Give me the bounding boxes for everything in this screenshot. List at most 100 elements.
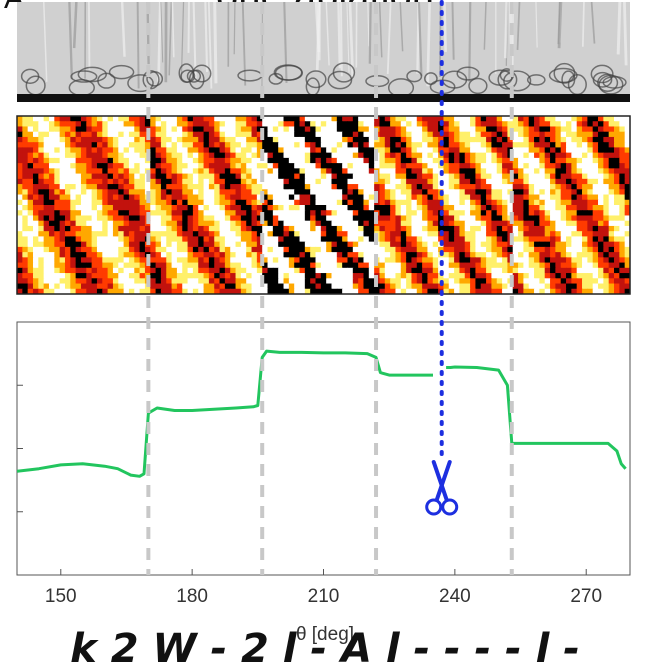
heatmap-cell: [454, 147, 460, 153]
heatmap-cell: [70, 168, 76, 174]
heatmap-cell: [182, 132, 188, 138]
heatmap-cell: [49, 278, 55, 284]
heatmap-cell: [491, 163, 497, 169]
heatmap-cell: [161, 116, 167, 122]
heatmap-cell: [134, 174, 140, 180]
heatmap-cell: [284, 116, 290, 122]
heatmap-cell: [22, 247, 28, 253]
heatmap-cell: [593, 132, 599, 138]
heatmap-cell: [561, 116, 567, 122]
heatmap-cell: [54, 252, 60, 258]
heatmap-cell: [305, 284, 311, 290]
heatmap-cell: [358, 210, 364, 216]
heatmap-cell: [422, 200, 428, 206]
heatmap-cell: [188, 221, 194, 227]
heatmap-cell: [28, 195, 34, 201]
heatmap-cell: [358, 132, 364, 138]
heatmap-cell: [385, 189, 391, 195]
heatmap-cell: [539, 163, 545, 169]
heatmap-cell: [502, 215, 508, 221]
heatmap-cell: [204, 184, 210, 190]
heatmap-cell: [65, 257, 71, 263]
heatmap-cell: [518, 273, 524, 279]
heatmap-cell: [395, 284, 401, 290]
heatmap-cell: [44, 263, 50, 269]
heatmap-cell: [374, 142, 380, 148]
heatmap-cell: [555, 174, 561, 180]
heatmap-cell: [406, 205, 412, 211]
heatmap-cell: [374, 163, 380, 169]
heatmap-cell: [321, 132, 327, 138]
heatmap-cell: [60, 126, 66, 132]
heatmap-cell: [241, 189, 247, 195]
heatmap-cell: [422, 142, 428, 148]
heatmap-cell: [331, 273, 337, 279]
heatmap-cell: [134, 132, 140, 138]
heatmap-cell: [502, 263, 508, 269]
heatmap-cell: [609, 121, 615, 127]
heatmap-cell: [518, 226, 524, 232]
heatmap-cell: [401, 184, 407, 190]
heatmap-cell: [284, 126, 290, 132]
heatmap-cell: [385, 284, 391, 290]
heatmap-cell: [60, 257, 66, 263]
heatmap-cell: [177, 153, 183, 159]
heatmap-cell: [102, 268, 108, 274]
heatmap-cell: [113, 179, 119, 185]
heatmap-cell: [198, 184, 204, 190]
heatmap-cell: [193, 247, 199, 253]
heatmap-cell: [587, 273, 593, 279]
heatmap-cell: [129, 205, 135, 211]
heatmap-cell: [481, 179, 487, 185]
heatmap-cell: [214, 132, 220, 138]
heatmap-cell: [353, 226, 359, 232]
heatmap-cell: [593, 215, 599, 221]
heatmap-cell: [177, 284, 183, 290]
heatmap-cell: [310, 142, 316, 148]
heatmap-cell: [566, 168, 572, 174]
heatmap-cell: [465, 132, 471, 138]
heatmap-cell: [278, 137, 284, 143]
heatmap-cell: [331, 153, 337, 159]
heatmap-cell: [465, 273, 471, 279]
heatmap-cell: [241, 116, 247, 122]
heatmap-cell: [70, 278, 76, 284]
heatmap-cell: [124, 147, 130, 153]
heatmap-cell: [555, 278, 561, 284]
heatmap-cell: [331, 168, 337, 174]
heatmap-cell: [443, 252, 449, 258]
heatmap-cell: [443, 147, 449, 153]
heatmap-cell: [401, 236, 407, 242]
heatmap-cell: [321, 121, 327, 127]
heatmap-cell: [582, 195, 588, 201]
heatmap-cell: [81, 137, 87, 143]
heatmap-cell: [411, 168, 417, 174]
heatmap-cell: [204, 163, 210, 169]
heatmap-cell: [284, 236, 290, 242]
heatmap-cell: [166, 242, 172, 248]
heatmap-cell: [86, 221, 92, 227]
heatmap-cell: [411, 252, 417, 258]
heatmap-cell: [353, 137, 359, 143]
heatmap-cell: [124, 210, 130, 216]
heatmap-cell: [97, 268, 103, 274]
heatmap-cell: [502, 221, 508, 227]
heatmap-cell: [182, 226, 188, 232]
heatmap-cell: [422, 153, 428, 159]
heatmap-cell: [422, 168, 428, 174]
heatmap-cell: [593, 158, 599, 164]
heatmap-cell: [220, 200, 226, 206]
heatmap-cell: [310, 284, 316, 290]
heatmap-cell: [172, 215, 178, 221]
heatmap-cell: [598, 247, 604, 253]
heatmap-cell: [129, 132, 135, 138]
heatmap-cell: [609, 158, 615, 164]
heatmap-cell: [198, 257, 204, 263]
heatmap-cell: [134, 268, 140, 274]
heatmap-cell: [65, 137, 71, 143]
heatmap-cell: [363, 189, 369, 195]
heatmap-cell: [443, 184, 449, 190]
heatmap-cell: [395, 195, 401, 201]
heatmap-cell: [150, 273, 156, 279]
heatmap-cell: [443, 278, 449, 284]
